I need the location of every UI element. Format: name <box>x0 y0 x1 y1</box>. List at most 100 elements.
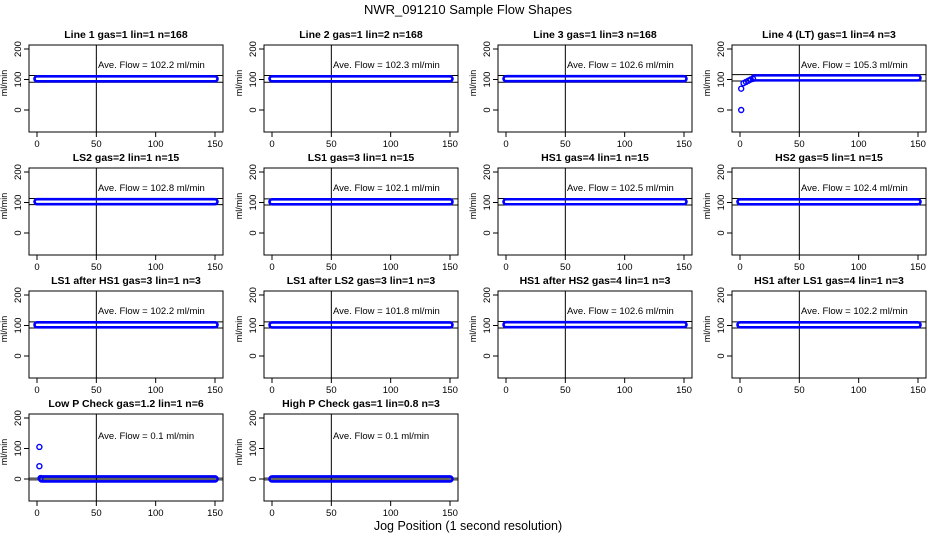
y-tick-label: 200 <box>482 287 493 303</box>
data-series <box>268 74 454 83</box>
plot-frame <box>263 167 459 256</box>
data-point <box>36 443 43 451</box>
panel-title: LS2 gas=2 lin=1 n=15 <box>73 152 180 164</box>
panel-title: HS1 after LS1 gas=4 lin=1 n=3 <box>754 275 904 287</box>
x-tick-label: 50 <box>326 508 337 519</box>
plot-frame <box>497 290 693 379</box>
x-tick-label: 100 <box>617 385 633 396</box>
x-tick-label: 100 <box>851 385 867 396</box>
plot-frame <box>731 167 927 256</box>
y-axis-label: ml/min <box>468 70 478 97</box>
x-tick-label: 0 <box>34 385 39 396</box>
y-axis-label: ml/min <box>0 193 9 220</box>
plot-frame <box>731 290 927 379</box>
plot-frame <box>731 44 927 133</box>
x-tick-label: 0 <box>737 139 742 150</box>
y-tick-label: 200 <box>482 41 493 57</box>
data-series <box>502 197 688 206</box>
y-tick-label: 0 <box>13 230 24 235</box>
y-tick-label: 100 <box>716 195 727 211</box>
data-series <box>750 74 922 82</box>
x-tick-label: 150 <box>442 385 458 396</box>
x-tick-label: 100 <box>148 385 164 396</box>
x-tick-label: 150 <box>207 508 223 519</box>
x-tick-label: 0 <box>503 139 508 150</box>
data-series <box>33 321 219 329</box>
y-axis-label: ml/min <box>702 193 712 220</box>
y-tick-label: 200 <box>716 164 727 180</box>
x-tick-label: 150 <box>207 385 223 396</box>
panel-title: LS1 after HS1 gas=3 lin=1 n=3 <box>51 275 201 287</box>
y-tick-label: 0 <box>13 476 24 481</box>
data-point <box>37 474 44 482</box>
x-tick-label: 150 <box>207 139 223 150</box>
y-tick-label: 100 <box>716 318 727 334</box>
panel-8: HS2 gas=5 lin=1 n=15 0 100 200 ml/min 0 50 100 1… <box>702 152 927 273</box>
y-tick-label: 100 <box>13 441 24 457</box>
x-tick-label: 100 <box>617 262 633 273</box>
x-tick-label: 150 <box>442 262 458 273</box>
x-tick-label: 100 <box>383 508 399 519</box>
x-tick-label: 50 <box>91 508 102 519</box>
x-tick-label: 50 <box>91 385 102 396</box>
panel-title: Line 2 gas=1 lin=2 n=168 <box>299 29 423 41</box>
y-tick-label: 200 <box>716 41 727 57</box>
panel-13: Low P Check gas=1.2 lin=1 n=6 0 100 200 ml/m… <box>0 398 224 519</box>
panel-4: Line 4 (LT) gas=1 lin=4 n=3 0 100 200 ml/min… <box>702 29 927 150</box>
x-tick-label: 0 <box>34 139 39 150</box>
panel-10: LS1 after LS2 gas=3 lin=1 n=3 0 100 200 ml/m… <box>234 275 459 396</box>
average-flow-annotation: Ave. Flow = 0.1 ml/min <box>98 431 194 442</box>
panel-2: Line 2 gas=1 lin=2 n=168 0 100 200 ml/min 0 50… <box>234 29 459 150</box>
y-tick-label: 0 <box>248 353 259 358</box>
y-tick-label: 100 <box>482 72 493 88</box>
y-tick-label: 0 <box>13 107 24 112</box>
panel-title: Line 3 gas=1 lin=3 n=168 <box>533 29 657 41</box>
data-series <box>736 197 922 206</box>
y-axis-label: ml/min <box>468 316 478 343</box>
y-tick-label: 0 <box>716 230 727 235</box>
panel-title: Line 4 (LT) gas=1 lin=4 n=3 <box>762 29 896 41</box>
x-tick-label: 0 <box>269 139 274 150</box>
panel-3: Line 3 gas=1 lin=3 n=168 0 100 200 ml/min 0 50… <box>468 29 693 150</box>
panel-title: LS1 gas=3 lin=1 n=15 <box>308 152 415 164</box>
x-tick-label: 50 <box>560 385 571 396</box>
x-tick-label: 0 <box>269 508 274 519</box>
x-tick-label: 50 <box>326 262 337 273</box>
data-series <box>37 475 219 483</box>
x-tick-label: 150 <box>676 385 692 396</box>
x-tick-label: 50 <box>560 139 571 150</box>
y-tick-label: 100 <box>248 195 259 211</box>
x-tick-label: 150 <box>442 508 458 519</box>
y-tick-label: 0 <box>248 107 259 112</box>
y-tick-label: 0 <box>482 230 493 235</box>
x-tick-label: 50 <box>326 139 337 150</box>
x-tick-label: 0 <box>503 262 508 273</box>
x-tick-label: 100 <box>383 262 399 273</box>
x-tick-label: 150 <box>910 385 926 396</box>
y-tick-label: 100 <box>248 318 259 334</box>
x-tick-label: 0 <box>737 262 742 273</box>
panel-1: Line 1 gas=1 lin=1 n=168 0 100 200 ml/min 0 50… <box>0 29 224 150</box>
average-flow-annotation: Ave. Flow = 101.8 ml/min <box>333 306 440 317</box>
average-flow-annotation: Ave. Flow = 102.6 ml/min <box>567 306 674 317</box>
x-tick-label: 0 <box>269 385 274 396</box>
x-tick-label: 50 <box>794 139 805 150</box>
y-tick-label: 100 <box>248 441 259 457</box>
y-tick-label: 100 <box>13 195 24 211</box>
panel-11: HS1 after HS2 gas=4 lin=1 n=3 0 100 200 ml/m… <box>468 275 693 396</box>
data-series <box>268 321 454 329</box>
panel-title: HS2 gas=5 lin=1 n=15 <box>775 152 883 164</box>
y-axis-label: ml/min <box>234 316 244 343</box>
y-tick-label: 100 <box>13 72 24 88</box>
y-tick-label: 200 <box>248 164 259 180</box>
data-point <box>749 75 757 83</box>
y-tick-label: 200 <box>13 41 24 57</box>
x-tick-label: 50 <box>794 262 805 273</box>
x-tick-label: 150 <box>910 262 926 273</box>
y-tick-label: 0 <box>248 230 259 235</box>
average-flow-annotation: Ave. Flow = 102.2 ml/min <box>98 306 205 317</box>
y-axis-label: ml/min <box>234 193 244 220</box>
x-tick-label: 0 <box>34 508 39 519</box>
average-flow-annotation: Ave. Flow = 102.5 ml/min <box>567 183 674 194</box>
x-tick-label: 150 <box>442 139 458 150</box>
